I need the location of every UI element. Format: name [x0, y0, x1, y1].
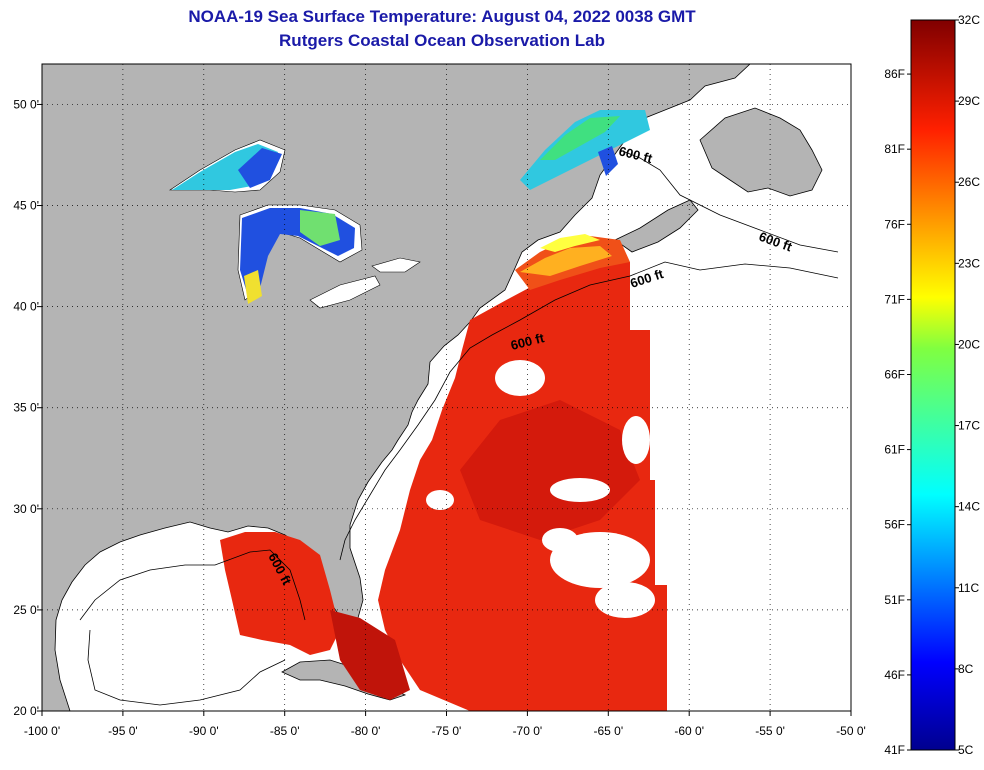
x-tick-label: -70 0': [513, 724, 543, 738]
y-tick-label: 25 0': [13, 603, 39, 617]
colorbar-label-fahrenheit: 46F: [884, 668, 905, 682]
colorbar-label-celsius: 26C: [958, 175, 980, 189]
colorbar-label-celsius: 23C: [958, 256, 980, 270]
x-tick-label: -55 0': [755, 724, 785, 738]
chart-subtitle: Rutgers Coastal Ocean Observation Lab: [279, 31, 605, 50]
colorbar-label-celsius: 20C: [958, 337, 980, 351]
x-tick-label: -65 0': [593, 724, 623, 738]
x-tick-label: -80 0': [351, 724, 381, 738]
x-tick-label: -60 0': [674, 724, 704, 738]
y-tick-label: 45 0': [13, 199, 39, 213]
colorbar-label-fahrenheit: 61F: [884, 443, 905, 457]
land-newfoundland: [699, 107, 823, 197]
chart-title: NOAA-19 Sea Surface Temperature: August …: [188, 7, 696, 26]
colorbar-ticks: 32C 29C 26C 23C 20C 17C 14C 11C 8C 5C 86F 81F 76F 71F…: [884, 13, 980, 757]
colorbar-label-fahrenheit: 41F: [884, 743, 905, 757]
colorbar: [910, 19, 956, 751]
x-tick-label: -85 0': [270, 724, 300, 738]
y-axis-ticks: 50 0' 45 0' 40 0' 35 0' 30 0' 25 0' 20 0': [13, 97, 42, 718]
x-tick-label: -100 0': [24, 724, 60, 738]
y-tick-label: 40 0': [13, 300, 39, 314]
lake-erie: [309, 275, 381, 309]
lake-ontario: [371, 257, 421, 273]
x-axis-ticks: -100 0' -95 0' -90 0' -85 0' -80 0' -75 0' -70…: [24, 711, 866, 738]
sst-data-layer: [172, 110, 667, 711]
colorbar-label-celsius: 29C: [958, 94, 980, 108]
x-tick-label: -95 0': [108, 724, 138, 738]
colorbar-label-fahrenheit: 71F: [884, 292, 905, 306]
y-tick-label: 50 0': [13, 97, 39, 111]
y-tick-label: 30 0': [13, 502, 39, 516]
x-tick-label: -50 0': [836, 724, 866, 738]
colorbar-label-celsius: 8C: [958, 662, 974, 676]
colorbar-label-fahrenheit: 81F: [884, 142, 905, 156]
colorbar-label-celsius: 11C: [958, 581, 979, 595]
y-tick-label: 20 0': [13, 704, 39, 718]
land-nova-scotia: [614, 199, 699, 253]
colorbar-label-fahrenheit: 51F: [884, 593, 905, 607]
colorbar-label-celsius: 17C: [958, 419, 980, 433]
colorbar-label-fahrenheit: 56F: [884, 518, 905, 532]
colorbar-label-fahrenheit: 86F: [884, 67, 905, 81]
colorbar-label-fahrenheit: 76F: [884, 217, 905, 231]
colorbar-label-celsius: 14C: [958, 500, 980, 514]
colorbar-label-fahrenheit: 66F: [884, 367, 905, 381]
x-tick-label: -75 0': [432, 724, 462, 738]
isobath-contours: [79, 149, 839, 706]
cloud-gaps: [426, 360, 655, 618]
land-north-america: [42, 64, 751, 711]
y-tick-label: 35 0': [13, 401, 39, 415]
colorbar-label-celsius: 32C: [958, 13, 980, 27]
colorbar-label-celsius: 5C: [958, 743, 974, 757]
x-tick-label: -90 0': [189, 724, 219, 738]
